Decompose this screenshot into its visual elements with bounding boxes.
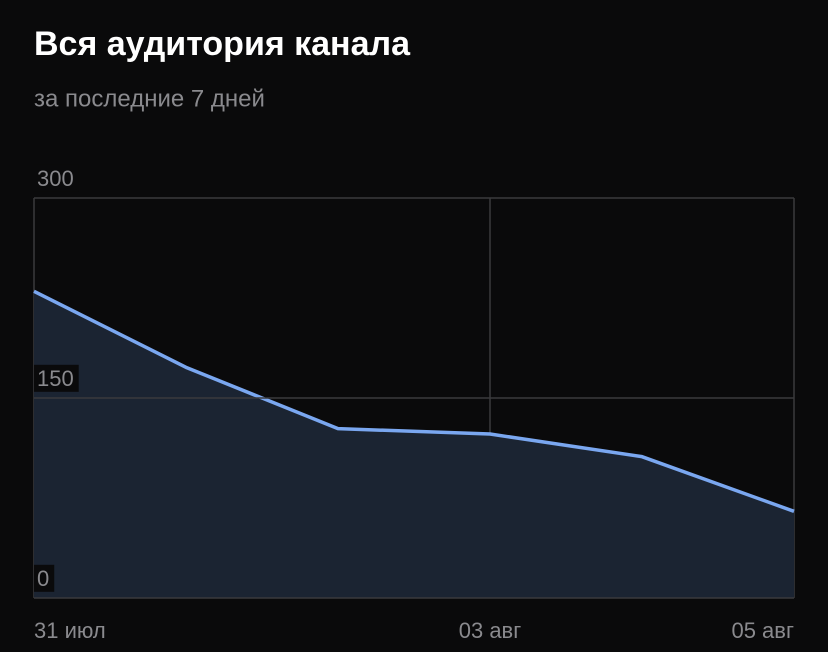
- x-tick-label: 03 авг: [459, 618, 522, 643]
- y-tick-label: 150: [37, 366, 74, 391]
- x-tick-label: 31 июл: [34, 618, 106, 643]
- chart-subtitle: за последние 7 дней: [34, 85, 265, 112]
- y-tick-label: 0: [37, 566, 49, 591]
- x-tick-label: 05 авг: [731, 618, 794, 643]
- y-tick-label-bg: [34, 164, 79, 192]
- y-tick-label-bg: [34, 364, 79, 392]
- line: [33, 289, 795, 513]
- y-tick-label: 300: [37, 166, 74, 191]
- area: [34, 291, 794, 598]
- y-tick-label-bg: [34, 564, 55, 592]
- chart-title: Вся аудитория канала: [34, 25, 411, 63]
